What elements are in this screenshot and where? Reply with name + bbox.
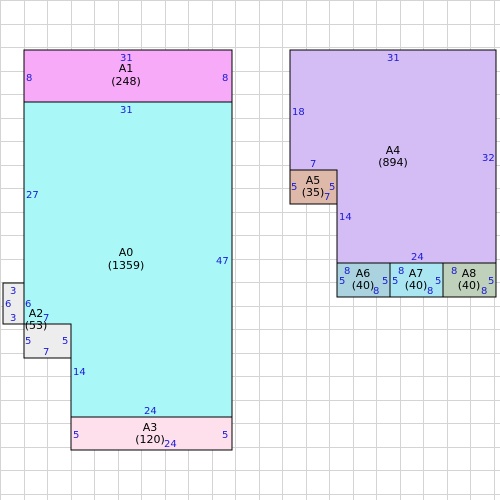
area-a8-size: (40)	[458, 279, 481, 292]
area-a3-name: A3	[143, 421, 158, 434]
dim-a4-top: 31	[387, 53, 400, 64]
dim-a7-bottom: 8	[427, 286, 433, 297]
dim-a5-right: 5	[329, 182, 335, 193]
area-a5-name: A5	[306, 174, 321, 187]
dim-a5-left: 5	[291, 182, 297, 193]
dim-a6-bottom: 8	[373, 286, 379, 297]
dim-a0-bottom: 24	[144, 406, 157, 417]
area-a8	[442, 262, 497, 298]
dim-a7-top: 8	[398, 266, 404, 277]
area-a4-size: (894)	[378, 156, 408, 169]
dim-a7-right: 5	[435, 276, 441, 287]
area-a1-size: (248)	[111, 75, 141, 88]
area-a2	[23, 323, 72, 359]
area-a1	[23, 49, 233, 103]
area-a5	[289, 169, 338, 205]
area-a7-size: (40)	[405, 279, 428, 292]
area-a7	[389, 262, 444, 298]
dim-a2-bottom: 7	[43, 347, 49, 358]
area-a0-size: (1359)	[108, 259, 145, 272]
dim-a1-left: 8	[26, 73, 32, 84]
dim-a4-left: 18	[292, 107, 305, 118]
dim-a3-left: 5	[73, 430, 79, 441]
dim-tab-left: 6	[5, 299, 11, 310]
dim-tab-top: 3	[10, 286, 16, 297]
area-a3-size: (120)	[135, 433, 165, 446]
dim-a4-bottom: 24	[411, 252, 424, 263]
area-a2-name: A2	[29, 307, 44, 320]
dim-a1-right: 8	[222, 73, 228, 84]
dim-a0-top: 31	[120, 105, 133, 116]
dim-a4-notch-top: 7	[310, 159, 316, 170]
dim-a0-notch-left: 6	[25, 299, 31, 310]
dim-a3-right: 5	[222, 430, 228, 441]
area-a1-name: A1	[119, 62, 134, 75]
dim-a2-right: 5	[62, 336, 68, 347]
dim-a2-left: 5	[25, 336, 31, 347]
area-a5-size: (35)	[302, 186, 325, 199]
dim-a8-top: 8	[451, 266, 457, 277]
area-a3	[70, 416, 233, 451]
dim-a4-right: 32	[482, 153, 495, 164]
dim-a8-right: 5	[488, 276, 494, 287]
area-a6-name: A6	[356, 267, 371, 280]
dim-a7-left: 5	[392, 276, 398, 287]
area-a7-name: A7	[409, 267, 424, 280]
dim-tab-bottom: 3	[10, 313, 16, 324]
area-tab	[2, 282, 25, 325]
dim-a6-right: 5	[382, 276, 388, 287]
dim-a6-left: 5	[339, 276, 345, 287]
area-a6-size: (40)	[352, 279, 375, 292]
area-a6	[336, 262, 391, 298]
area-a2-size: (53)	[25, 319, 48, 332]
dim-a8-bottom: 8	[481, 286, 487, 297]
dim-a2-top: 7	[43, 313, 49, 324]
dim-a3-bottom: 24	[164, 439, 177, 450]
dim-a0-right: 47	[216, 256, 229, 267]
dim-a0-left: 27	[26, 190, 39, 201]
dim-a4-notch-left: 14	[339, 212, 352, 223]
area-a0-name: A0	[119, 246, 134, 259]
dim-a6-top: 8	[344, 266, 350, 277]
dim-a0-bottom-left: 14	[73, 367, 86, 378]
area-a8-name: A8	[462, 267, 477, 280]
dim-a1-top: 31	[120, 53, 133, 64]
dim-a5-bottom: 7	[324, 192, 330, 203]
area-a4-name: A4	[386, 144, 401, 157]
